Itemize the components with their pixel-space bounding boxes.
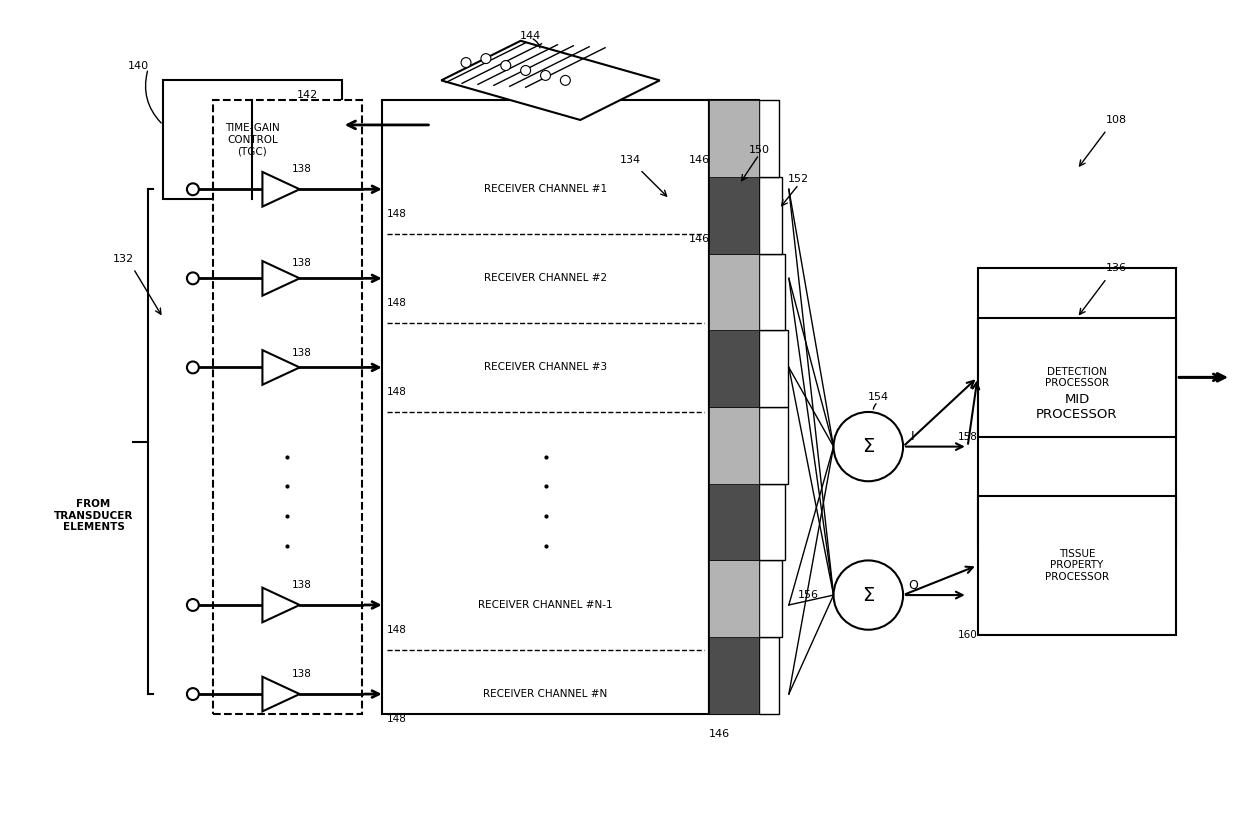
FancyBboxPatch shape	[977, 318, 1177, 437]
FancyBboxPatch shape	[977, 496, 1177, 635]
Circle shape	[541, 70, 551, 80]
Text: 150: 150	[749, 145, 770, 154]
Text: 152: 152	[789, 174, 810, 185]
Text: FROM
TRANSDUCER
ELEMENTS: FROM TRANSDUCER ELEMENTS	[53, 499, 133, 533]
Text: RECEIVER CHANNEL #3: RECEIVER CHANNEL #3	[484, 363, 608, 373]
Circle shape	[187, 272, 198, 284]
FancyBboxPatch shape	[709, 560, 759, 637]
Text: 146: 146	[689, 234, 711, 243]
Circle shape	[187, 361, 198, 373]
Text: 140: 140	[128, 60, 149, 70]
FancyBboxPatch shape	[759, 330, 787, 407]
Circle shape	[187, 183, 198, 195]
Circle shape	[501, 60, 511, 70]
FancyBboxPatch shape	[709, 407, 759, 484]
Text: 148: 148	[387, 714, 407, 724]
Text: 142: 142	[296, 90, 317, 100]
Text: 160: 160	[957, 630, 977, 640]
Text: 136: 136	[1106, 263, 1127, 274]
Polygon shape	[263, 350, 300, 385]
Circle shape	[461, 58, 471, 68]
Text: Σ: Σ	[862, 586, 874, 605]
Polygon shape	[263, 676, 300, 712]
Polygon shape	[263, 172, 300, 207]
FancyBboxPatch shape	[213, 100, 362, 714]
Text: 138: 138	[293, 258, 312, 269]
Text: Q: Q	[908, 578, 918, 592]
Text: DETECTION
PROCESSOR: DETECTION PROCESSOR	[1045, 367, 1109, 388]
FancyBboxPatch shape	[709, 484, 759, 560]
Text: 146: 146	[689, 154, 711, 164]
Text: 144: 144	[520, 31, 541, 41]
Text: RECEIVER CHANNEL #N-1: RECEIVER CHANNEL #N-1	[479, 600, 613, 610]
Text: 138: 138	[293, 669, 312, 679]
Circle shape	[521, 65, 531, 75]
Text: 148: 148	[387, 625, 407, 635]
Text: 154: 154	[868, 392, 889, 402]
FancyBboxPatch shape	[709, 100, 759, 177]
FancyBboxPatch shape	[709, 177, 759, 253]
Text: 148: 148	[387, 387, 407, 397]
FancyBboxPatch shape	[164, 80, 342, 199]
FancyBboxPatch shape	[759, 177, 782, 253]
Polygon shape	[441, 41, 660, 120]
FancyBboxPatch shape	[709, 100, 759, 714]
FancyBboxPatch shape	[759, 637, 779, 714]
Text: I: I	[911, 431, 915, 443]
Circle shape	[833, 560, 903, 630]
FancyBboxPatch shape	[977, 269, 1177, 546]
FancyBboxPatch shape	[759, 407, 787, 484]
FancyBboxPatch shape	[759, 560, 782, 637]
Text: 138: 138	[293, 580, 312, 590]
FancyBboxPatch shape	[759, 100, 779, 177]
Text: 148: 148	[387, 298, 407, 308]
Text: 132: 132	[113, 253, 134, 264]
Text: RECEIVER CHANNEL #N: RECEIVER CHANNEL #N	[484, 689, 608, 699]
Text: 146: 146	[709, 729, 730, 739]
Text: MID
PROCESSOR: MID PROCESSOR	[1037, 393, 1117, 421]
Polygon shape	[263, 587, 300, 623]
Circle shape	[481, 54, 491, 64]
Text: 158: 158	[957, 431, 977, 442]
Text: 156: 156	[799, 590, 820, 600]
Text: 148: 148	[387, 209, 407, 219]
Text: TISSUE
PROPERTY
PROCESSOR: TISSUE PROPERTY PROCESSOR	[1045, 549, 1109, 582]
FancyBboxPatch shape	[759, 253, 785, 330]
FancyBboxPatch shape	[759, 484, 785, 560]
Text: 134: 134	[619, 154, 641, 164]
Text: RECEIVER CHANNEL #2: RECEIVER CHANNEL #2	[484, 274, 608, 283]
Circle shape	[833, 412, 903, 481]
Circle shape	[560, 75, 570, 85]
Text: 138: 138	[293, 164, 312, 175]
FancyBboxPatch shape	[382, 100, 709, 714]
Text: 108: 108	[1106, 115, 1127, 125]
FancyBboxPatch shape	[709, 637, 759, 714]
Circle shape	[187, 599, 198, 611]
Text: Σ: Σ	[862, 437, 874, 456]
Text: 138: 138	[293, 347, 312, 358]
Text: TIME-GAIN
CONTROL
(TGC): TIME-GAIN CONTROL (TGC)	[226, 123, 280, 156]
Text: RECEIVER CHANNEL #1: RECEIVER CHANNEL #1	[484, 185, 608, 194]
FancyBboxPatch shape	[709, 253, 759, 330]
FancyBboxPatch shape	[709, 330, 759, 407]
Circle shape	[187, 688, 198, 700]
Polygon shape	[263, 261, 300, 296]
